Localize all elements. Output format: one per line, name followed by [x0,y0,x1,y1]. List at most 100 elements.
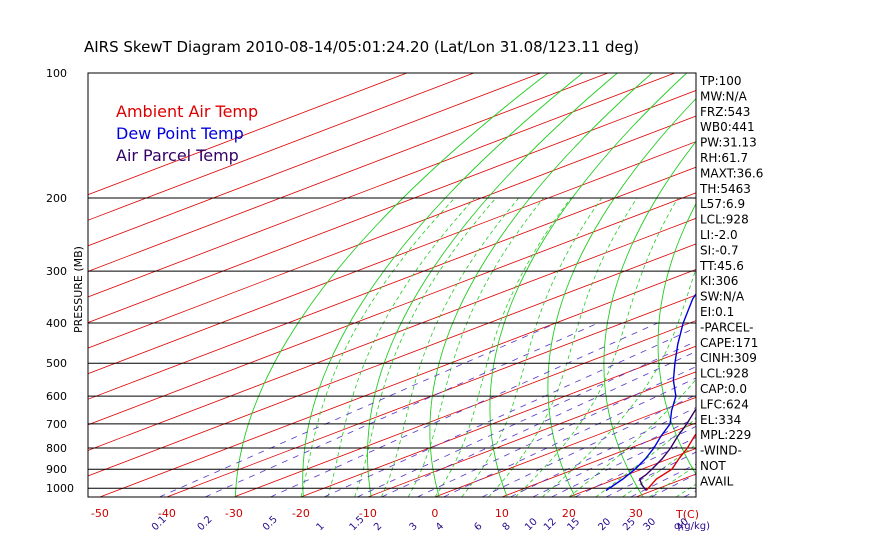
series-air-parcel-temp [638,408,696,491]
index-label: -WIND- [700,444,742,458]
isotherm-line [99,269,696,497]
mixing-ratio-line [481,394,696,497]
pressure-tick-label: 800 [46,442,67,455]
moist-adiabat-line [300,197,456,497]
index-label: CAPE:171 [700,336,758,350]
index-label: LI:-2.0 [700,228,738,242]
isotherm-line [88,166,696,400]
mixing-ratio-line [605,451,696,497]
index-label: EL:334 [700,413,741,427]
chart-title: AIRS SkewT Diagram 2010-08-14/05:01:24.2… [84,38,639,56]
isotherm-line [434,396,696,497]
pressure-tick-label: 500 [46,357,67,370]
isotherm-line [770,73,870,497]
mixing-ratio-label: 0.5 [261,514,280,533]
isotherm-line [88,73,407,196]
dry-adiabat-line [547,97,696,497]
mixing-ratio-unit: q(g/kg) [674,521,710,532]
index-label: TT:45.6 [699,259,744,273]
dry-adiabat-lines [234,73,696,497]
index-label: WB0:441 [700,120,755,134]
mixing-ratio-line [551,425,696,497]
index-label: AVAIL [700,474,734,488]
bottom-temp-tick-label: 30 [629,507,643,520]
isotherm-line [88,73,474,221]
pressure-tick-label: 200 [46,192,67,205]
dry-adiabat-line [429,73,653,497]
index-label: LFC:624 [700,397,749,411]
index-label: TP:100 [699,74,742,88]
legend: Ambient Air Temp Dew Point Temp Air Parc… [116,102,258,165]
legend-ambient-temp: Ambient Air Temp [116,102,258,121]
isotherm-line [166,294,696,497]
bottom-temp-tick-label: -30 [225,507,243,520]
mixing-ratio-label: 30 [641,516,658,533]
isotherm-line [88,192,696,426]
moist-adiabat-line [541,267,696,497]
pressure-tick-label: 400 [46,317,67,330]
plot-frame [87,72,697,498]
mixing-ratio-line [323,327,696,497]
dry-adiabat-line [302,73,583,497]
series-dew-point-temp [605,292,696,492]
isotherm-line [88,73,541,247]
index-label: NOT [700,459,726,473]
index-label: MPL:229 [700,428,751,442]
mixing-ratio-line [532,417,696,497]
mixing-ratio-label: 10 [523,516,540,533]
pressure-tick-label: 700 [46,418,67,431]
mixing-ratio-label: 3 [408,521,420,533]
mixing-ratio-line [381,351,696,497]
index-label: FRZ:543 [700,105,750,119]
mixing-ratio-line [650,473,696,497]
bottom-temp-tick-label: 10 [495,507,509,520]
mixing-ratio-line [205,322,599,497]
moist-adiabat-line [488,197,638,497]
moist-adiabat-line [327,197,476,497]
isotherm-line [837,73,870,497]
mixing-ratio-label: 12 [542,516,559,533]
isotherm-lines [88,73,870,497]
index-label: CAP:0.0 [700,382,747,396]
isotherm-line [300,345,696,497]
index-label: SW:N/A [700,290,745,304]
legend-air-parcel-temp: Air Parcel Temp [116,146,239,165]
isotherm-line [88,73,675,298]
index-label: CINH:309 [700,351,757,365]
mixing-ratio-label: 4 [434,521,446,533]
pressure-tick-label: 900 [46,463,67,476]
dry-adiabat-line [489,73,688,497]
moist-adiabat-line [675,483,696,497]
isotherm-line [88,243,696,477]
legend-dew-point-temp: Dew Point Temp [116,124,244,143]
bottom-temp-tick-label: -20 [292,507,310,520]
pressure-tick-label: 1000 [46,482,74,495]
bottom-temp-tick-label: -10 [359,507,377,520]
isotherm-line [367,371,696,497]
index-label: TH:5463 [699,182,751,196]
mixing-ratio-label: 6 [472,521,484,533]
moist-adiabat-line [380,197,520,497]
mixing-ratio-lines [159,322,696,497]
mixing-ratio-line [443,377,696,497]
series-ambient-air-temp [645,432,696,491]
index-label: MW:N/A [700,89,748,103]
mixing-ratio-label: 2 [372,521,384,533]
mixing-ratio-line [417,366,696,497]
isobar-lines [88,73,696,489]
isotherm-line [88,115,696,349]
dry-adiabat-line [367,73,618,497]
moist-adiabat-line [407,197,544,497]
moist-adiabat-line [461,197,603,497]
moist-adiabat-line [595,417,696,497]
index-label: KI:306 [700,274,738,288]
isotherm-line [88,90,696,323]
isotherm-line [88,217,696,451]
mixing-ratio-line [357,340,696,497]
isotherm-line [88,141,696,375]
bottom-temp-tick-label: 20 [562,507,576,520]
dry-adiabat-line [234,73,549,497]
mixing-ratio-label: 20 [596,516,613,533]
